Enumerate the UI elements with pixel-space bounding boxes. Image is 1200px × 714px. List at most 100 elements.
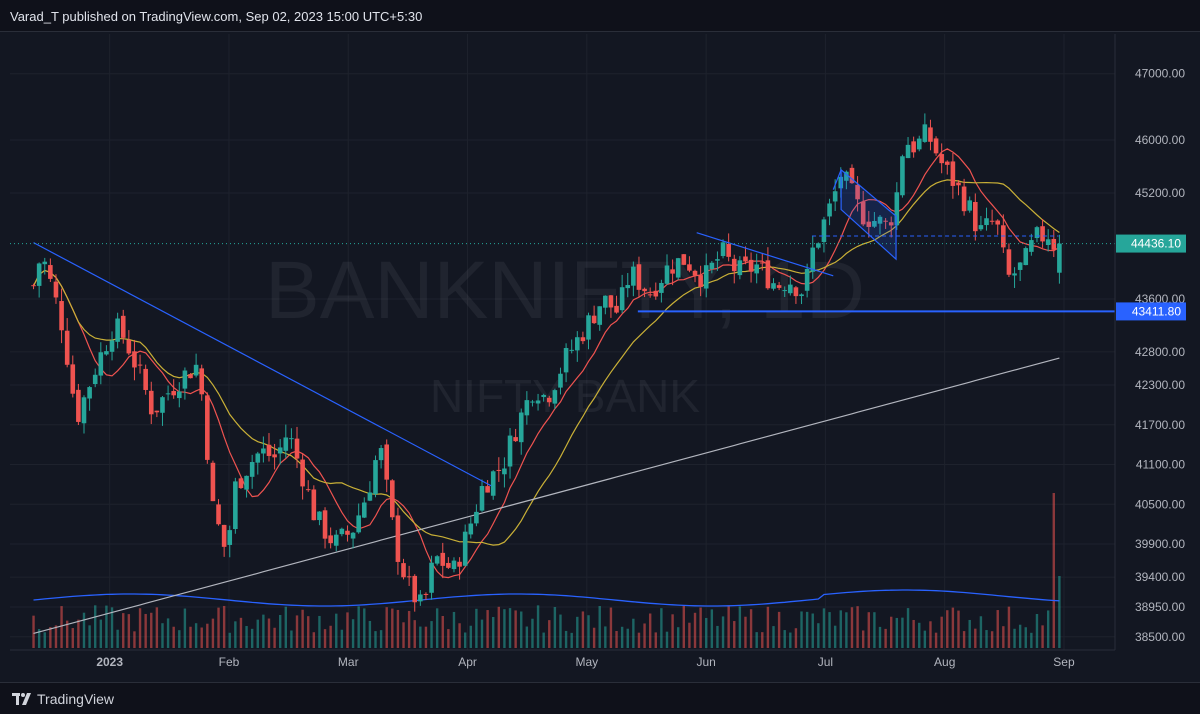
volume-bar	[234, 621, 237, 648]
volume-bar	[351, 619, 355, 648]
volume-bar	[1007, 606, 1011, 648]
volume-bar	[946, 610, 949, 648]
volume-bar	[32, 615, 35, 648]
volume-bar	[228, 632, 231, 648]
volume-bar	[811, 613, 814, 648]
candle-body	[440, 552, 446, 566]
candle-body	[1040, 226, 1045, 242]
volume-bar	[1052, 493, 1055, 648]
currency-button[interactable]: INR	[1120, 36, 1186, 60]
last-price-label: 44436.10	[1131, 237, 1181, 251]
volume-bar	[122, 613, 125, 648]
volume-bar	[323, 629, 327, 648]
volume-bar	[419, 626, 422, 648]
volume-bar	[890, 616, 893, 648]
volume-bar	[385, 607, 388, 648]
volume-bar	[1041, 625, 1044, 648]
volume-bar	[435, 608, 439, 648]
volume-bar	[805, 611, 809, 648]
volume-bar	[475, 608, 478, 648]
candle-body	[765, 260, 771, 289]
volume-bar	[592, 627, 596, 648]
volume-bar	[716, 625, 719, 648]
candle-body	[429, 562, 434, 593]
candle-body	[664, 265, 670, 284]
volume-bar	[318, 615, 321, 648]
candle-body	[928, 127, 933, 142]
candle-body	[468, 523, 474, 535]
candle-body	[384, 444, 390, 480]
volume-bar	[1046, 610, 1050, 648]
volume-bar	[839, 610, 842, 648]
volume-bar	[637, 632, 641, 648]
volume-bar	[346, 612, 349, 648]
candle-body	[552, 390, 558, 404]
candle-body	[933, 138, 939, 154]
candle-body	[115, 318, 120, 342]
volume-bar	[968, 619, 971, 648]
candle-body	[507, 435, 513, 467]
volume-bar	[783, 630, 786, 648]
candle-body	[76, 389, 81, 422]
candle-body	[395, 515, 401, 562]
candle-body	[300, 459, 305, 487]
volume-bar	[71, 628, 74, 648]
candle-body	[916, 138, 922, 150]
volume-bar	[710, 609, 714, 648]
candle-body	[832, 191, 838, 202]
candle-body	[726, 243, 731, 257]
volume-bar	[447, 629, 450, 648]
candle-body	[182, 370, 188, 389]
candle-body	[64, 330, 70, 365]
volume-bar	[990, 631, 994, 648]
volume-bar	[553, 607, 557, 648]
volume-bar	[576, 616, 579, 648]
price-tick-label: 45200.00	[1135, 186, 1185, 200]
symbol-name[interactable]: NIFTY BANK, 1D, NSE	[18, 40, 142, 54]
volume-bar	[189, 626, 192, 648]
candle-body	[457, 561, 462, 567]
ma-long-line	[33, 357, 1060, 634]
candle-body	[883, 220, 888, 222]
volume-bar	[1030, 632, 1033, 648]
volume-bar	[671, 614, 674, 648]
volume-bar	[901, 617, 904, 648]
volume-bar	[1013, 628, 1016, 648]
volume-bar	[856, 606, 859, 648]
price-tick-label: 39900.00	[1135, 537, 1185, 551]
tradingview-logo[interactable]: TradingView	[12, 691, 114, 707]
volume-bar	[105, 605, 108, 648]
candle-body	[479, 486, 485, 511]
volume-bar	[290, 630, 293, 648]
symbol-legend: NIFTY BANK, 1D, NSE O43996.10 H44568.55 …	[18, 40, 522, 54]
volume-bar	[620, 626, 624, 648]
volume-bar	[996, 610, 999, 648]
candles	[31, 113, 1062, 612]
volume-bar	[54, 625, 58, 648]
volume-bar	[194, 623, 198, 648]
volume-bar	[155, 607, 159, 648]
volume-bar	[222, 605, 226, 648]
candle-body	[328, 535, 333, 544]
volume-bar	[49, 627, 52, 648]
candle-body	[81, 397, 87, 424]
candle-body	[1006, 249, 1012, 275]
volume-bar	[1024, 627, 1027, 648]
volume-bar	[340, 629, 344, 648]
volume-bar	[82, 612, 86, 648]
candle-body	[984, 218, 989, 226]
candle-body	[305, 489, 311, 491]
candle-body	[87, 387, 92, 399]
candle-body	[266, 444, 272, 456]
open-label: O	[151, 40, 162, 54]
volume-bar	[677, 627, 680, 648]
candle-body	[681, 254, 687, 265]
change-value: +446.95 (+1.02%)	[425, 40, 522, 54]
candle-body	[401, 563, 406, 578]
candle-body	[911, 141, 916, 153]
candle-body	[412, 575, 418, 603]
candle-body	[165, 393, 171, 395]
candle-body	[844, 171, 849, 181]
candle-body	[249, 462, 255, 477]
